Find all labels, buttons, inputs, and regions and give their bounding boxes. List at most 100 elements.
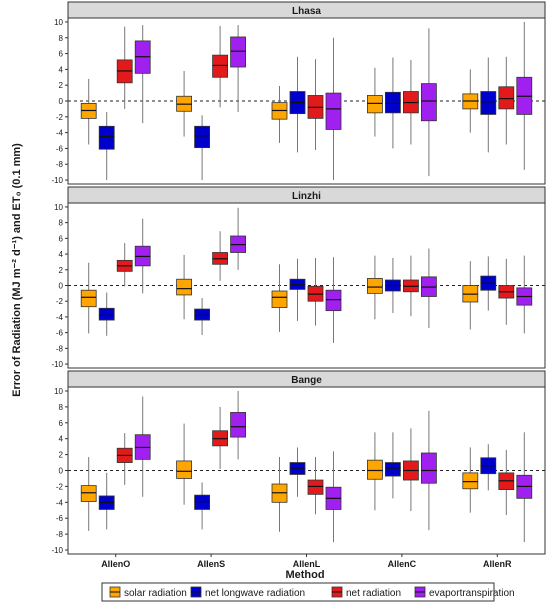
box-allens-2 xyxy=(212,25,229,108)
y-tick-label: -2 xyxy=(56,297,64,306)
legend-item: solar radiation xyxy=(109,586,187,599)
box-allenl-0 xyxy=(271,456,288,532)
box-allenc-3 xyxy=(420,28,437,177)
box-allenr-3 xyxy=(516,255,533,334)
box-allenr-3 xyxy=(516,21,533,170)
x-tick-label: AllenL xyxy=(293,559,321,569)
box-body xyxy=(420,452,437,484)
x-tick-label: AllenO xyxy=(101,559,130,569)
y-tick-label: 10 xyxy=(54,387,63,396)
plot-area xyxy=(67,386,546,555)
box-alleno-0 xyxy=(80,456,97,531)
box-alleno-1 xyxy=(98,292,115,336)
y-tick-label: -8 xyxy=(56,530,64,539)
box-allenc-3 xyxy=(420,410,437,531)
box-allenl-2 xyxy=(307,258,324,326)
box-allenl-1 xyxy=(289,447,306,497)
box-allenr-0 xyxy=(462,447,479,513)
y-tick-label: 4 xyxy=(59,65,64,74)
y-tick-label: -6 xyxy=(56,144,64,153)
box-body xyxy=(80,289,97,308)
box-allenr-3 xyxy=(516,432,533,543)
box-allenr-0 xyxy=(462,69,479,133)
box-allenr-1 xyxy=(480,256,497,311)
box-allenl-3 xyxy=(325,451,342,543)
y-tick-label: -10 xyxy=(51,360,63,369)
box-body xyxy=(176,460,193,479)
box-alleno-3 xyxy=(134,396,151,497)
y-tick-label: 4 xyxy=(59,250,64,259)
box-body xyxy=(498,86,515,110)
legend: solar radiation net longwave radiation net… xyxy=(101,582,515,602)
box-allenr-2 xyxy=(498,258,515,325)
box-allenc-0 xyxy=(366,432,383,511)
y-tick-label: 2 xyxy=(59,81,64,90)
box-body xyxy=(462,472,479,490)
panel-title: Lhasa xyxy=(292,6,321,17)
box-alleno-2 xyxy=(116,26,133,109)
box-allens-2 xyxy=(212,231,229,281)
panel-bange: Bange -10 -8 -6 -4 -2 0 2 4 6 8 10 AllenO AllenS Allen… xyxy=(51,370,546,569)
box-body xyxy=(366,95,383,114)
box-body xyxy=(325,289,342,312)
box-alleno-1 xyxy=(98,472,115,530)
panel-lhasa: Lhasa -10 -8 -6 -4 -2 0 2 4 6 8 10 xyxy=(51,1,546,185)
y-tick-label: -4 xyxy=(56,498,64,507)
box-body xyxy=(80,485,97,502)
y-tick-label: 8 xyxy=(59,403,64,412)
box-allenr-2 xyxy=(498,449,515,516)
box-body xyxy=(366,278,383,294)
box-allenl-2 xyxy=(307,59,324,151)
box-allens-1 xyxy=(194,115,211,181)
panels: Lhasa -10 -8 -6 -4 -2 0 2 4 6 8 10 Linzhi -10 -8 -6 -4 -2… xyxy=(51,1,546,569)
box-allenr-1 xyxy=(480,57,497,153)
panel-title: Linzhi xyxy=(292,191,321,202)
box-allenr-1 xyxy=(480,444,497,491)
legend-item: net radiation xyxy=(331,586,401,599)
box-body xyxy=(325,92,342,130)
box-allens-0 xyxy=(176,423,193,505)
legend-item: net longwave radiation xyxy=(190,586,305,599)
y-tick-label: -4 xyxy=(56,129,64,138)
box-body xyxy=(271,290,288,308)
y-tick-label: 10 xyxy=(54,203,63,212)
box-alleno-2 xyxy=(116,243,133,287)
y-tick-label: 8 xyxy=(59,34,64,43)
box-allenc-2 xyxy=(402,428,419,512)
box-allenc-3 xyxy=(420,248,437,328)
legend-label: net longwave radiation xyxy=(205,588,305,599)
x-tick-label: AllenC xyxy=(388,559,417,569)
y-tick-label: 0 xyxy=(59,467,64,476)
box-body xyxy=(420,83,437,122)
box-body xyxy=(176,278,193,296)
y-tick-label: -4 xyxy=(56,313,64,322)
box-allenc-1 xyxy=(384,258,401,313)
box-allenl-3 xyxy=(325,257,342,343)
x-axis-title: Method xyxy=(285,569,324,581)
box-allens-1 xyxy=(194,482,211,530)
y-tick-label: 10 xyxy=(54,18,63,27)
box-body xyxy=(194,308,211,321)
box-allenl-0 xyxy=(271,85,288,143)
box-allens-1 xyxy=(194,298,211,335)
legend-label: evaportranspiration xyxy=(429,588,515,599)
box-alleno-3 xyxy=(134,218,151,294)
box-allens-3 xyxy=(230,25,247,113)
box-alleno-3 xyxy=(134,25,151,124)
box-allenl-0 xyxy=(271,264,288,332)
y-tick-label: 0 xyxy=(59,97,64,106)
box-allens-0 xyxy=(176,70,193,137)
box-body xyxy=(98,125,115,150)
box-body xyxy=(230,36,247,68)
box-allenl-2 xyxy=(307,456,324,515)
y-tick-label: -2 xyxy=(56,113,64,122)
x-tick-label: AllenS xyxy=(197,559,225,569)
box-allenr-2 xyxy=(498,56,515,145)
box-alleno-2 xyxy=(116,433,133,485)
y-tick-label: -6 xyxy=(56,514,64,523)
box-body xyxy=(366,459,383,480)
panel-linzhi: Linzhi -10 -8 -6 -4 -2 0 2 4 6 8 10 xyxy=(51,186,546,369)
box-body xyxy=(480,91,497,115)
box-allenc-2 xyxy=(402,255,419,317)
